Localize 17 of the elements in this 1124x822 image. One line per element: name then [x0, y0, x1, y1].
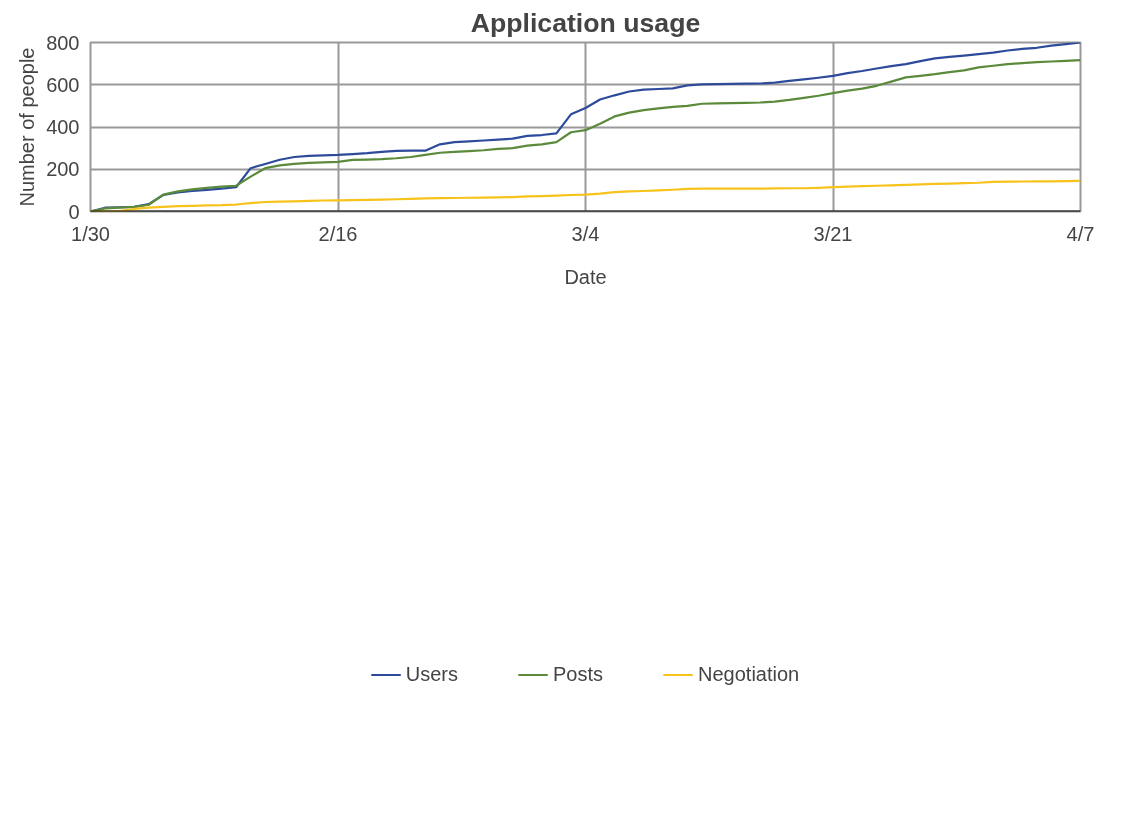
- legend-label: Negotiation: [698, 662, 800, 686]
- y-tick-label: 0: [68, 200, 80, 223]
- x-tick-label: 3/21: [813, 222, 853, 245]
- x-tick-label: 1/30: [71, 222, 110, 245]
- line-series: [90, 179, 1081, 212]
- x-tick-label: 2/16: [318, 222, 358, 245]
- legend-label: Users: [405, 662, 459, 686]
- x-tick-label: 3/4: [571, 222, 600, 245]
- y-tick-label: 800: [46, 31, 80, 54]
- chart-title: Application usage: [470, 7, 701, 38]
- y-tick-label: 400: [46, 116, 80, 138]
- y-tick-label: 200: [46, 158, 80, 181]
- y-tick-label: 600: [46, 73, 80, 96]
- x-axis-title: Date: [564, 265, 607, 288]
- legend-label: Posts: [553, 662, 604, 686]
- x-tick-label: 4/7: [1066, 222, 1095, 245]
- y-axis-title: Number of people: [16, 47, 39, 207]
